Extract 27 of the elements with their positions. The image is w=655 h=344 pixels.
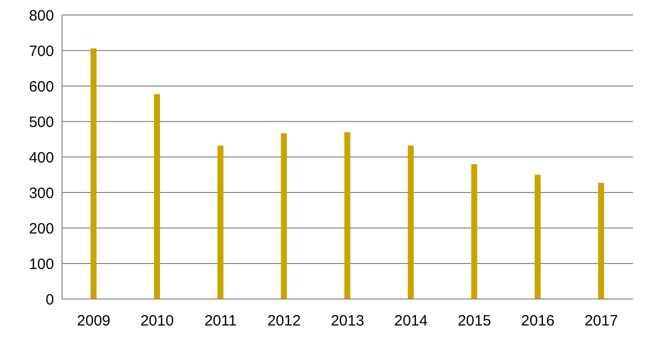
bar	[471, 164, 478, 299]
y-tick-label: 600	[28, 78, 54, 96]
y-tick-label: 100	[28, 256, 54, 273]
bar	[154, 94, 160, 299]
x-tick-label: 2011	[204, 312, 237, 330]
y-tick-label: 200	[28, 220, 54, 238]
bar	[217, 146, 224, 299]
x-tick-label: 2016	[521, 312, 555, 330]
y-tick-label: 300	[28, 184, 54, 202]
bar	[408, 146, 414, 299]
x-tick-label: 2017	[584, 312, 618, 330]
x-tick-label: 2009	[77, 312, 110, 330]
x-tick-label: 2010	[140, 312, 174, 330]
x-tick-label: 2013	[330, 312, 364, 330]
y-tick-label: 400	[28, 149, 54, 166]
bar	[534, 174, 541, 299]
y-tick-label: 700	[28, 42, 54, 60]
y-tick-label: 500	[28, 114, 54, 131]
bar	[598, 182, 604, 299]
y-tick-label: 800	[28, 7, 54, 24]
bar	[344, 132, 350, 299]
x-tick-label: 2014	[394, 312, 428, 330]
x-tick-label: 2015	[458, 312, 492, 330]
y-tick-label: 0	[46, 291, 54, 308]
x-tick-label: 2012	[267, 312, 301, 330]
bar	[280, 133, 287, 299]
bar	[90, 48, 97, 299]
